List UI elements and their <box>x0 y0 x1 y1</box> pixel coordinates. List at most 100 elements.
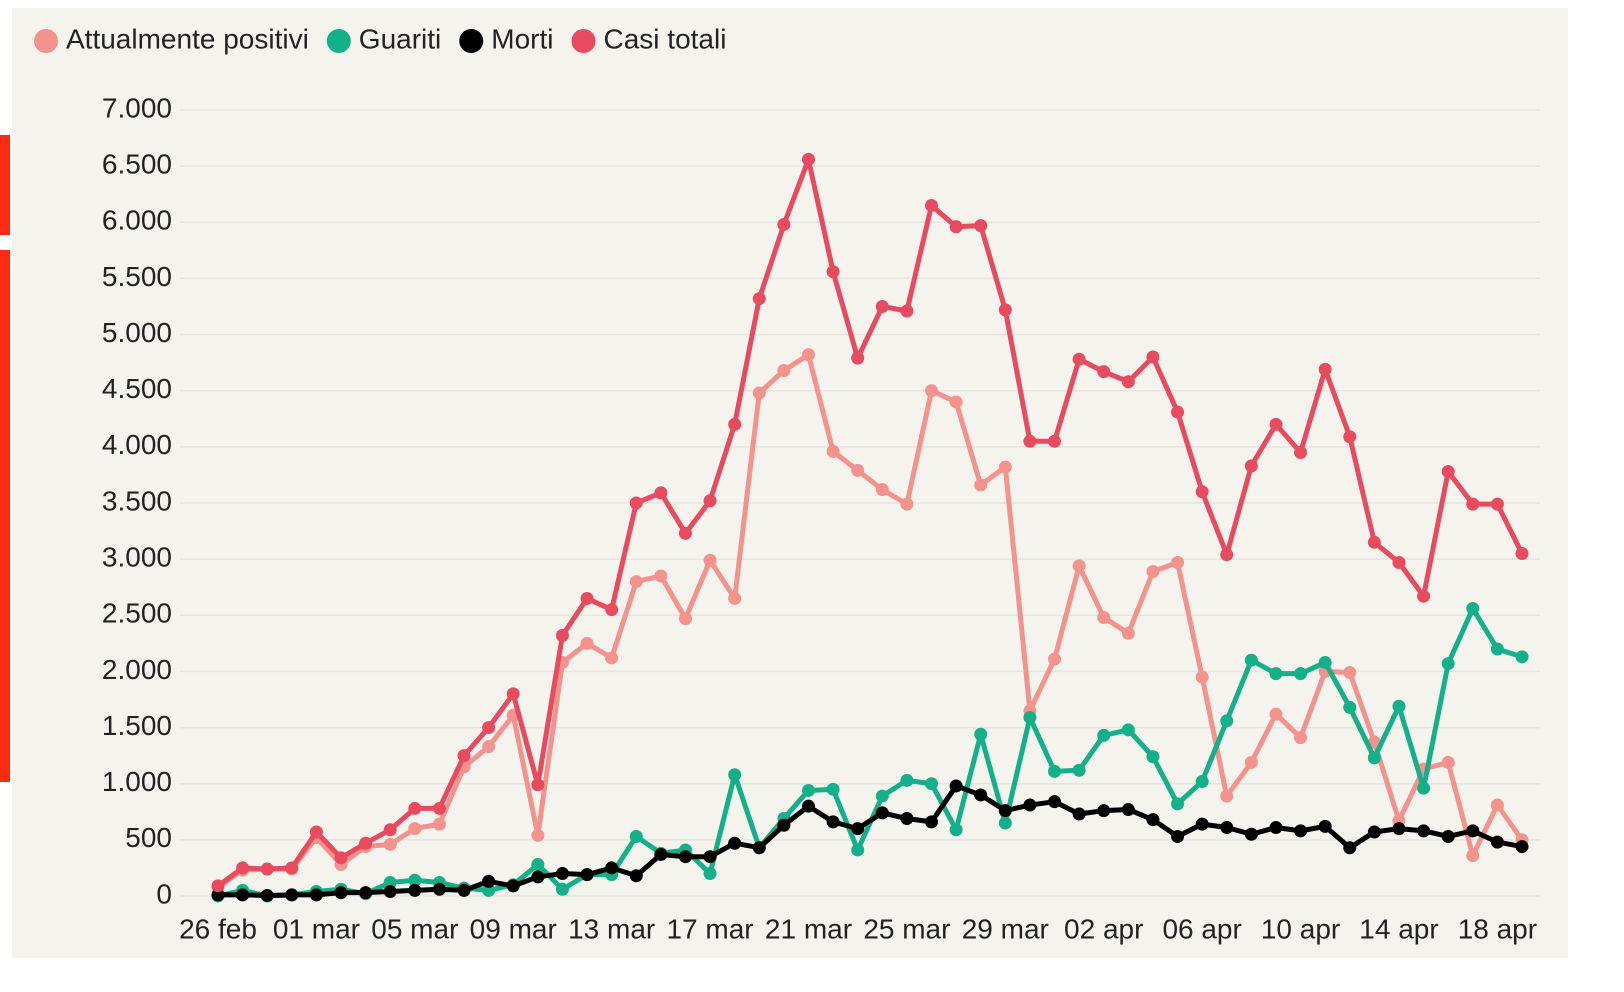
y-tick-label: 5.500 <box>102 261 172 292</box>
point <box>531 828 545 842</box>
point <box>949 395 963 409</box>
point <box>629 869 643 883</box>
point <box>1121 803 1135 817</box>
point <box>1220 789 1234 803</box>
point <box>949 220 963 234</box>
point <box>555 867 569 881</box>
point <box>236 861 250 875</box>
x-tick-label: 17 mar <box>666 913 753 944</box>
y-tick-label: 0 <box>156 878 172 909</box>
point <box>974 727 988 741</box>
point <box>1367 751 1381 765</box>
point <box>383 823 397 837</box>
point <box>1195 817 1209 831</box>
point <box>1343 666 1357 680</box>
y-tick-label: 4.000 <box>102 429 172 460</box>
point <box>605 861 619 875</box>
point <box>1294 667 1308 681</box>
point <box>1367 825 1381 839</box>
y-tick-label: 500 <box>125 822 172 853</box>
point <box>1515 650 1529 664</box>
point <box>752 841 766 855</box>
point <box>1466 497 1480 511</box>
point <box>457 883 471 897</box>
point <box>1195 485 1209 499</box>
point <box>801 783 815 797</box>
point <box>752 292 766 306</box>
point <box>408 883 422 897</box>
x-tick-label: 18 apr <box>1458 913 1537 944</box>
point <box>1490 642 1504 656</box>
point <box>1294 731 1308 745</box>
point <box>925 198 939 212</box>
point <box>309 888 323 902</box>
point <box>1171 829 1185 843</box>
point <box>728 836 742 850</box>
point <box>900 773 914 787</box>
point <box>998 816 1012 830</box>
point <box>334 851 348 865</box>
point <box>1367 535 1381 549</box>
point <box>801 799 815 813</box>
point <box>875 789 889 803</box>
point <box>974 478 988 492</box>
x-tick-label: 01 mar <box>273 913 360 944</box>
point <box>678 526 692 540</box>
point <box>506 687 520 701</box>
point <box>1097 365 1111 379</box>
point <box>1048 434 1062 448</box>
point <box>1121 626 1135 640</box>
point <box>1072 807 1086 821</box>
point <box>1441 755 1455 769</box>
point <box>1515 840 1529 854</box>
x-tick-label: 25 mar <box>863 913 950 944</box>
point <box>654 847 668 861</box>
point <box>1072 352 1086 366</box>
point <box>1318 819 1332 833</box>
point <box>703 850 717 864</box>
x-tick-label: 14 apr <box>1359 913 1438 944</box>
point <box>531 778 545 792</box>
point <box>383 885 397 899</box>
point <box>457 749 471 763</box>
point <box>851 822 865 836</box>
point <box>1269 821 1283 835</box>
point <box>851 463 865 477</box>
point <box>1097 611 1111 625</box>
y-tick-label: 3.000 <box>102 542 172 573</box>
point <box>1441 829 1455 843</box>
point <box>900 304 914 318</box>
point <box>678 850 692 864</box>
point <box>629 575 643 589</box>
point <box>998 460 1012 474</box>
point <box>580 591 594 605</box>
x-tick-label: 06 apr <box>1162 913 1241 944</box>
y-tick-label: 7.000 <box>102 92 172 123</box>
point <box>359 886 373 900</box>
point <box>1269 667 1283 681</box>
point <box>260 888 274 902</box>
point <box>1097 728 1111 742</box>
y-tick-label: 6.000 <box>102 205 172 236</box>
x-tick-label: 29 mar <box>962 913 1049 944</box>
point <box>654 569 668 583</box>
point <box>1195 670 1209 684</box>
point <box>1490 798 1504 812</box>
point <box>432 817 446 831</box>
point <box>531 858 545 872</box>
x-tick-label: 13 mar <box>568 913 655 944</box>
legend-label: Casi totali <box>604 23 727 54</box>
point <box>285 861 299 875</box>
x-tick-label: 26 feb <box>179 913 257 944</box>
point <box>1441 657 1455 671</box>
point <box>1072 559 1086 573</box>
point <box>1244 459 1258 473</box>
point <box>506 879 520 893</box>
point <box>482 740 496 754</box>
point <box>1023 798 1037 812</box>
point <box>482 721 496 735</box>
point <box>1146 350 1160 364</box>
legend-swatch <box>326 29 351 53</box>
point <box>703 867 717 881</box>
point <box>1220 821 1234 835</box>
